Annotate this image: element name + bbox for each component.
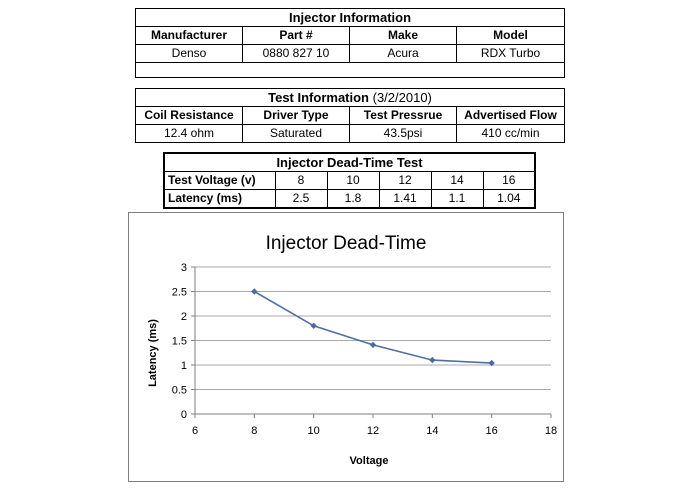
y-tick-label: 1: [181, 360, 187, 372]
voltage-cell: 16: [482, 171, 536, 190]
y-tick-label: 0: [181, 409, 187, 421]
y-tick-label: 3: [181, 262, 187, 274]
y-tick-label: 2: [181, 311, 187, 323]
y-tick-label: 1.5: [172, 336, 187, 348]
data-point: [369, 341, 377, 349]
chart-container: Injector Dead-Time 0 0.5 1 1.5 2 2.5 3 6 8 10 12 1…: [128, 212, 564, 482]
header-advertised-flow: Advertised Flow: [455, 106, 566, 125]
x-axis-label: Voltage: [350, 455, 389, 467]
injector-information-table: Injector Information Manufacturer Part #…: [135, 8, 565, 78]
value-model: RDX Turbo: [456, 44, 565, 63]
x-tick-label: 14: [426, 425, 438, 437]
data-point: [429, 356, 436, 364]
voltage-cell: 8: [274, 171, 328, 190]
y-tick-label: 2.5: [172, 287, 187, 299]
data-point: [251, 288, 258, 295]
header-manufacturer: Manufacturer: [135, 26, 243, 45]
x-tick-labels: 6 8 10 12 14 16 18: [192, 425, 557, 437]
data-points: [251, 288, 495, 367]
injector-information-title: Injector Information: [135, 8, 565, 27]
voltage-cell: 12: [378, 171, 432, 190]
voltage-cell: 10: [326, 171, 380, 190]
axes: [191, 266, 552, 418]
dead-time-test-title: Injector Dead-Time Test: [163, 152, 536, 172]
chart-title: Injector Dead-Time: [266, 233, 427, 254]
test-information-date: (3/2/2010): [372, 90, 432, 105]
header-test-pressure: Test Pressrue: [349, 106, 457, 125]
latency-cell: 1.04: [482, 189, 536, 209]
test-information-title: Test Information (3/2/2010): [134, 88, 566, 107]
x-tick-label: 8: [251, 425, 257, 437]
value-driver-type: Saturated: [242, 124, 350, 143]
x-tick-label: 6: [192, 425, 198, 437]
value-coil-resistance: 12.4 ohm: [135, 124, 243, 143]
x-tick-label: 18: [545, 425, 557, 437]
dead-time-chart: Injector Dead-Time 0 0.5 1 1.5 2 2.5 3 6 8 10 12 1…: [147, 233, 557, 467]
test-information-table: Test Information (3/2/2010) Coil Resista…: [134, 88, 566, 143]
value-make: Acura: [349, 44, 457, 63]
series-line: [253, 290, 492, 364]
header-coil-resistance: Coil Resistance: [135, 106, 243, 125]
value-part-number: 0880 827 10: [242, 44, 350, 63]
x-tick-label: 12: [367, 425, 379, 437]
y-tick-label: 0.5: [172, 385, 187, 397]
header-model: Model: [456, 26, 565, 45]
y-tick-labels: 0 0.5 1 1.5 2 2.5 3: [172, 262, 187, 421]
latency-cell: 2.5: [274, 189, 328, 209]
y-axis-label: Latency (ms): [147, 319, 159, 387]
header-driver-type: Driver Type: [242, 106, 350, 125]
test-voltage-label: Test Voltage (v): [163, 171, 276, 190]
latency-label: Latency (ms): [163, 189, 276, 209]
value-test-pressure: 43.5psi: [349, 124, 457, 143]
data-point: [310, 322, 317, 329]
data-point: [488, 359, 495, 367]
header-make: Make: [349, 26, 457, 45]
value-manufacturer: Denso: [135, 44, 243, 63]
value-advertised-flow: 410 cc/min: [455, 124, 566, 143]
x-tick-label: 16: [486, 425, 498, 437]
latency-cell: 1.1: [430, 189, 484, 209]
latency-cell: 1.8: [326, 189, 380, 209]
test-information-title-text: Test Information: [268, 90, 369, 105]
voltage-cell: 14: [430, 171, 484, 190]
x-tick-label: 10: [308, 425, 320, 437]
spacer-row: [135, 62, 565, 78]
dead-time-test-table: Injector Dead-Time Test Test Voltage (v)…: [163, 152, 537, 209]
latency-cell: 1.41: [378, 189, 432, 209]
grid-lines: [195, 266, 551, 390]
header-part-number: Part #: [242, 26, 350, 45]
